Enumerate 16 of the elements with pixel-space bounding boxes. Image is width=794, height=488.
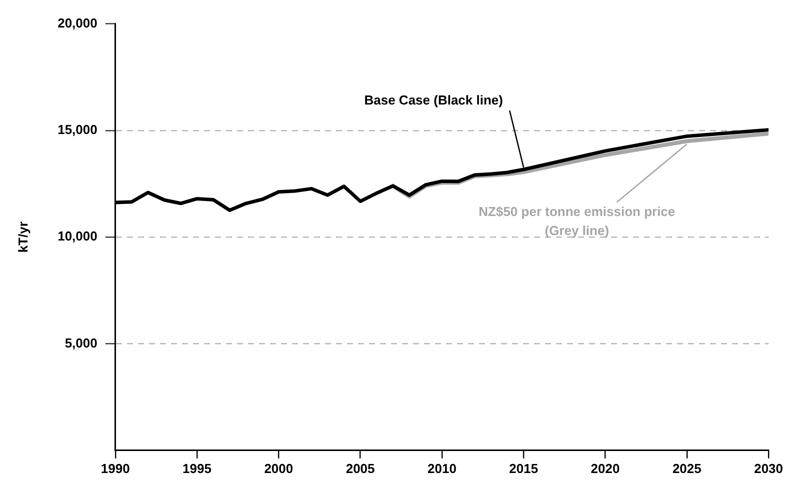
x-tick-label: 2010 bbox=[427, 460, 456, 476]
x-tick-label: 2025 bbox=[672, 460, 702, 476]
y-tick-label: 15,000 bbox=[58, 122, 98, 138]
x-tick-label: 2005 bbox=[346, 460, 375, 476]
x-tick-label: 2020 bbox=[590, 460, 620, 476]
x-tick-label: 2030 bbox=[754, 460, 783, 476]
text: Base Case (Black line) bbox=[364, 92, 503, 108]
y-tick-label: 5,000 bbox=[64, 335, 98, 350]
y-tick-label: 20,000 bbox=[58, 15, 98, 30]
x-tick-label: 1990 bbox=[100, 460, 130, 476]
x-tick-label: 2015 bbox=[509, 460, 538, 476]
x-tick-label: 2000 bbox=[264, 460, 294, 476]
y-axis-title: kT/yr bbox=[15, 222, 30, 253]
y-tick-label: 10,000 bbox=[58, 228, 98, 244]
x-tick-label: 1995 bbox=[182, 460, 212, 476]
text: NZ$50 per tonne emission price (Grey line) bbox=[478, 204, 676, 238]
